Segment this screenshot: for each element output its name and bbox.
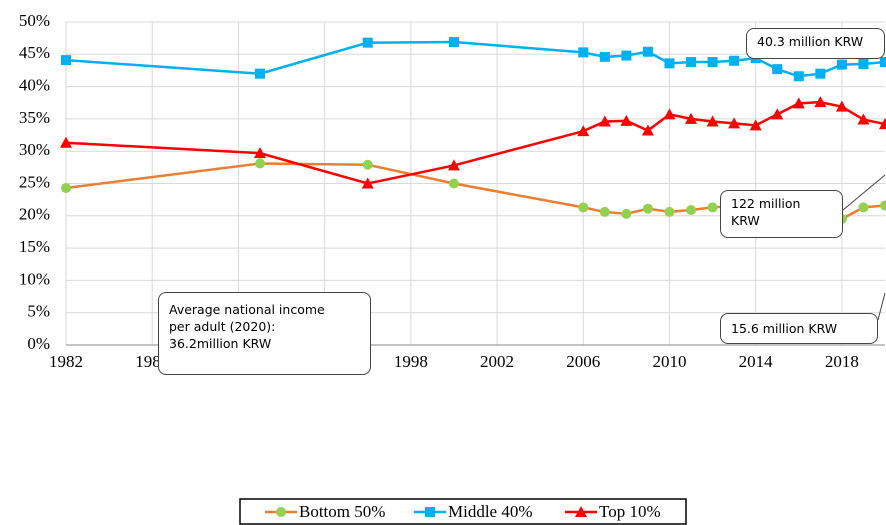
y-tick-label: 50% <box>19 11 50 30</box>
marker <box>815 68 826 79</box>
x-tick-label: 2010 <box>652 352 686 371</box>
marker <box>835 100 848 112</box>
marker <box>728 117 741 129</box>
marker <box>599 51 610 62</box>
annotation: 40.3 million KRW <box>746 28 885 59</box>
connector <box>877 292 886 321</box>
marker <box>621 50 632 61</box>
marker <box>771 108 784 120</box>
x-tick-label: 2018 <box>825 352 859 371</box>
marker <box>621 208 632 219</box>
marker <box>362 37 373 48</box>
marker <box>598 115 611 127</box>
annotation: Average national income per adult (2020)… <box>158 292 371 375</box>
marker <box>425 507 435 517</box>
connector <box>842 174 886 211</box>
marker <box>578 202 589 213</box>
y-tick-label: 20% <box>19 205 50 224</box>
marker <box>642 46 653 57</box>
legend-box <box>239 498 687 525</box>
marker <box>793 71 804 82</box>
x-tick-label: 1982 <box>49 352 83 371</box>
marker <box>253 147 266 159</box>
marker <box>663 108 676 120</box>
x-tick-label: 2006 <box>566 352 600 371</box>
marker <box>685 112 698 124</box>
marker <box>448 37 459 48</box>
marker <box>706 115 719 127</box>
marker <box>61 55 71 66</box>
marker <box>60 136 72 148</box>
marker <box>686 57 697 68</box>
marker <box>729 55 740 66</box>
marker <box>686 204 697 215</box>
marker <box>642 203 653 214</box>
marker <box>447 159 460 171</box>
marker <box>620 114 633 126</box>
marker <box>880 57 886 68</box>
marker <box>641 124 654 136</box>
marker <box>276 507 286 517</box>
y-tick-label: 30% <box>19 140 50 159</box>
annotation: 122 million KRW <box>720 190 843 238</box>
legend-label: Top 10% <box>599 502 661 521</box>
y-tick-label: 40% <box>19 76 50 95</box>
legend: Bottom 50% Middle 40% Top 10% <box>265 502 661 521</box>
marker <box>858 58 869 69</box>
marker <box>707 202 718 213</box>
marker <box>254 158 265 169</box>
marker <box>707 57 718 68</box>
marker <box>836 59 847 70</box>
marker <box>254 68 265 79</box>
marker <box>857 113 870 125</box>
marker <box>361 177 374 189</box>
annotation: 15.6 million KRW <box>720 313 878 344</box>
x-tick-label: 2014 <box>739 352 774 371</box>
y-tick-label: 25% <box>19 172 50 191</box>
marker <box>814 96 827 108</box>
y-tick-label: 5% <box>27 302 50 321</box>
marker <box>664 206 675 217</box>
legend-label: Middle 40% <box>448 502 533 521</box>
marker <box>858 202 869 213</box>
marker <box>61 183 71 194</box>
marker <box>578 47 589 58</box>
y-tick-label: 10% <box>19 269 50 288</box>
marker <box>448 178 459 189</box>
marker <box>577 125 590 137</box>
x-tick-label: 2002 <box>480 352 514 371</box>
marker <box>772 64 783 75</box>
marker <box>575 506 587 517</box>
x-tick-label: 1998 <box>394 352 428 371</box>
marker <box>792 97 805 109</box>
legend-label: Bottom 50% <box>299 502 385 521</box>
y-tick-label: 0% <box>27 334 50 353</box>
marker <box>664 58 675 69</box>
marker <box>599 206 610 217</box>
marker <box>749 119 762 131</box>
marker <box>362 159 373 170</box>
marker <box>879 118 886 130</box>
y-tick-label: 45% <box>19 43 50 62</box>
marker <box>880 200 886 211</box>
y-tick-label: 35% <box>19 108 50 127</box>
grid <box>65 21 885 346</box>
y-tick-label: 15% <box>19 237 50 256</box>
